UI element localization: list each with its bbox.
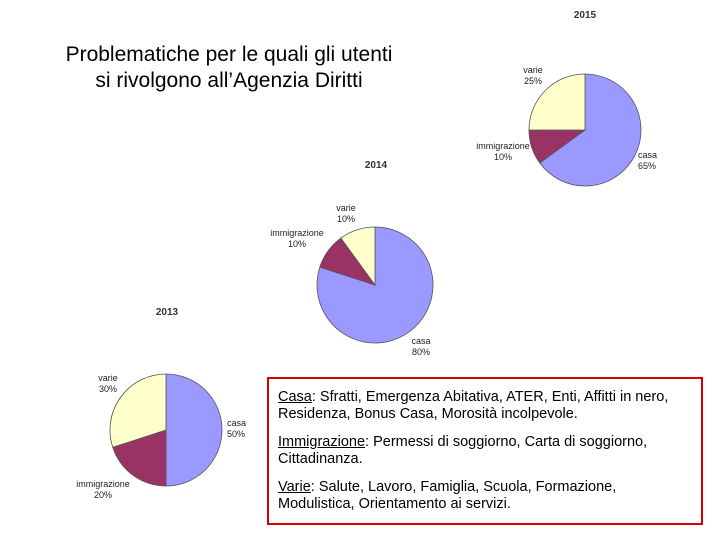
category-legend-box: Casa: Sfratti, Emergenza Abitativa, ATER… xyxy=(267,377,703,525)
legend-text-immigrazione: : Permessi di soggiorno, Carta di soggio… xyxy=(278,434,648,467)
pie-slice-casa xyxy=(165,373,223,487)
chart-year-label: 2013 xyxy=(156,307,179,318)
slice-label-immigrazione: immigrazione 10% xyxy=(476,141,530,162)
pie-slice-varie xyxy=(340,226,376,287)
slice-label-casa: casa 80% xyxy=(411,336,430,357)
pie-slice-immigrazione xyxy=(112,429,167,487)
legend-text-casa: : Sfratti, Emergenza Abitativa, ATER, En… xyxy=(278,389,669,422)
slice-label-varie: varie 25% xyxy=(523,65,543,86)
chart-year-label: 2015 xyxy=(574,10,597,21)
slice-label-casa: casa 50% xyxy=(227,418,246,439)
page-title: Problematiche per le quali gli utenti si… xyxy=(14,42,444,94)
pie-chart-2014: 2014 casa 80% immigrazione 10% varie 10% xyxy=(270,160,434,357)
legend-text-varie: : Salute, Lavoro, Famiglia, Scuola, Form… xyxy=(278,479,617,512)
pie-slice-casa xyxy=(316,226,434,344)
legend-entry-varie: Varie: Salute, Lavoro, Famiglia, Scuola,… xyxy=(278,479,693,513)
slice-label-immigrazione: immigrazione 10% xyxy=(270,228,324,249)
pie-slice-varie xyxy=(528,73,586,131)
title-line-1: Problematiche per le quali gli utenti xyxy=(65,43,393,66)
title-line-2: si rivolgono all’Agenzia Diritti xyxy=(95,69,363,92)
legend-entry-casa: Casa: Sfratti, Emergenza Abitativa, ATER… xyxy=(278,389,693,423)
slice-label-casa: casa 65% xyxy=(638,150,657,171)
pie-slice-varie xyxy=(109,373,167,448)
slice-label-varie: varie 30% xyxy=(98,373,118,394)
legend-key-varie: Varie xyxy=(278,479,311,495)
pie-slice-casa xyxy=(539,73,642,187)
pie-chart-2013: 2013 casa 50% immigrazione 20% varie 30% xyxy=(76,307,246,500)
slice-label-immigrazione: immigrazione 20% xyxy=(76,479,130,500)
legend-key-immigrazione: Immigrazione xyxy=(278,434,366,450)
legend-key-casa: Casa xyxy=(278,389,312,405)
slice-label-varie: varie 10% xyxy=(336,203,356,224)
pie-chart-2015: 2015 casa 65% immigrazione 10% varie 25% xyxy=(476,10,657,187)
legend-entry-immigrazione: Immigrazione: Permessi di soggiorno, Car… xyxy=(278,434,693,468)
chart-year-label: 2014 xyxy=(365,160,388,171)
